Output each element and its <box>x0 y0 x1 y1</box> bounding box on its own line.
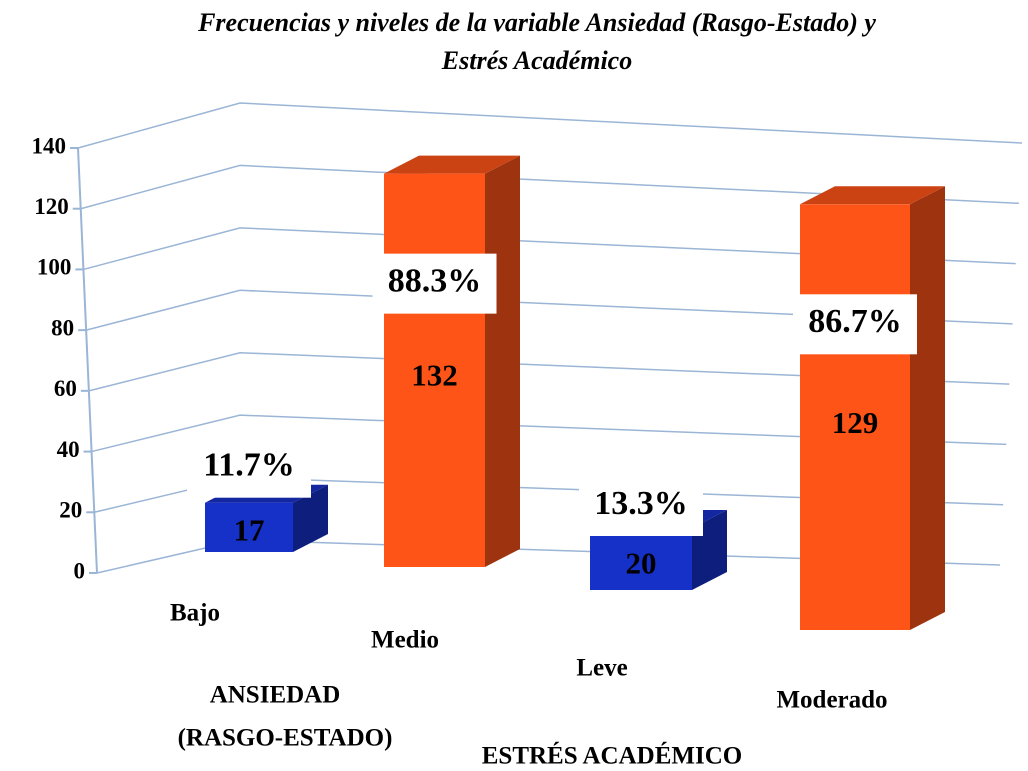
data-label: 20 <box>626 546 657 581</box>
bar-side <box>485 155 520 567</box>
bar <box>205 502 293 552</box>
annotation-box <box>793 294 917 355</box>
bar-top <box>384 155 520 174</box>
annotation-box <box>579 476 703 536</box>
chart-title: Frecuencias y niveles de la variable Ans… <box>197 8 876 37</box>
grid-line <box>83 227 1016 271</box>
grid-line <box>77 102 1023 149</box>
y-tick-label: 20 <box>59 498 82 523</box>
grid-line <box>91 414 1007 453</box>
chart-title: Estrés Académico <box>441 46 632 75</box>
annotation-box <box>372 253 497 314</box>
annotation: 88.3% <box>388 262 482 299</box>
group-label: ESTRÉS ACADÉMICO <box>482 742 742 770</box>
annotation: 11.7% <box>203 446 295 483</box>
bar <box>800 204 910 631</box>
data-label: 17 <box>234 512 265 547</box>
bar-side <box>293 484 328 552</box>
bar-top <box>800 186 945 205</box>
annotation: 86.7% <box>808 303 902 340</box>
y-tick-label: 40 <box>57 437 80 462</box>
annotation: 13.3% <box>594 485 688 522</box>
y-tick-label: 120 <box>34 194 69 219</box>
x-tick-label: Medio <box>371 627 439 654</box>
annotation-box <box>187 437 311 498</box>
y-axis <box>77 147 98 574</box>
y-tick-label: 0 <box>74 558 86 583</box>
y-tick-label: 60 <box>54 376 77 401</box>
y-tick-label: 100 <box>37 255 72 280</box>
group-label: ANSIEDAD <box>210 682 341 709</box>
data-label: 129 <box>832 405 879 440</box>
x-tick-label: Bajo <box>170 600 220 627</box>
bar <box>590 528 692 590</box>
y-tick-label: 80 <box>51 315 74 340</box>
grid-line <box>85 289 1013 331</box>
bar-side <box>910 186 945 631</box>
data-label: 132 <box>411 357 458 392</box>
x-tick-label: Moderado <box>776 687 887 714</box>
grid-line <box>88 351 1010 392</box>
x-tick-label: Leve <box>576 655 627 682</box>
bar <box>384 173 485 567</box>
grid-line <box>80 164 1019 210</box>
group-label: (RASGO-ESTADO) <box>178 725 393 752</box>
y-tick-label: 140 <box>32 133 67 158</box>
